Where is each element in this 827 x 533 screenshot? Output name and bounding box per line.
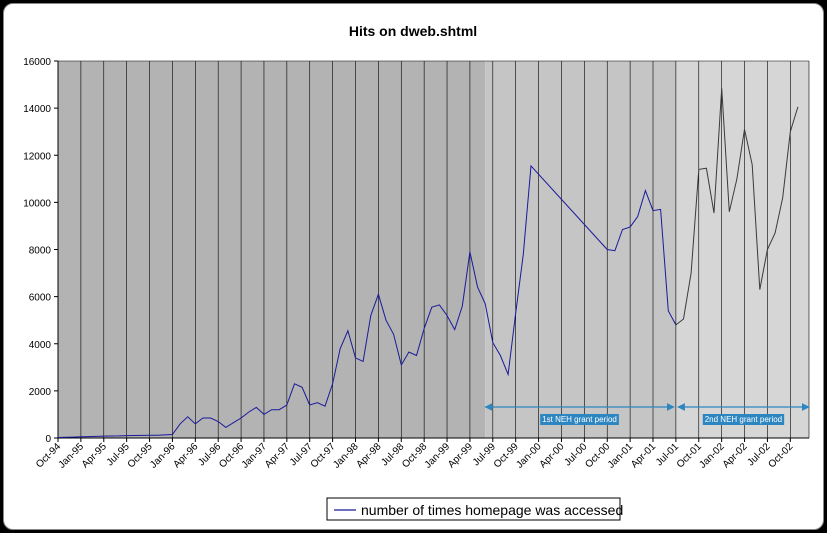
x-tick-label: Jan-01 <box>606 441 636 471</box>
y-tick-label: 14000 <box>23 104 51 115</box>
y-tick-label: 8000 <box>29 246 52 257</box>
x-tick-label: Apr-95 <box>80 441 109 470</box>
y-tick-label: 4000 <box>29 340 52 351</box>
x-tick-label: Jan-96 <box>148 441 178 471</box>
x-tick-label: Apr-96 <box>171 441 200 470</box>
legend-box <box>326 497 621 521</box>
x-tick-label: Jan-97 <box>240 441 270 471</box>
grant-period-label-bg <box>702 414 785 425</box>
legend: number of times homepage was accessed <box>326 497 623 521</box>
grant-period-label: 1st NEH grant period <box>542 415 617 424</box>
x-tick-label: Apr-97 <box>263 441 292 470</box>
chart-title: Hits on dweb.shtml <box>349 23 477 39</box>
y-tick-label: 6000 <box>29 293 52 304</box>
x-tick-label: Oct-02 <box>766 441 795 470</box>
x-tick-label: Jan-98 <box>331 441 361 471</box>
y-tick-label: 0 <box>45 434 51 445</box>
x-tick-label: Jan-99 <box>423 441 453 471</box>
shaded-region <box>485 61 676 438</box>
shaded-region <box>675 61 809 438</box>
grant-period-label-bg <box>540 414 619 425</box>
y-axis: 0 2000 4000 6000 8000 10000 12000 14000 16000 <box>23 57 58 445</box>
chart-frame: Hits on dweb.shtml 0 2000 4000 6000 8000 1000… <box>3 3 824 530</box>
y-tick-label: 16000 <box>23 57 51 68</box>
y-tick-label: 2000 <box>29 387 52 398</box>
x-tick-label: Jan-00 <box>514 441 544 471</box>
series-line <box>57 164 677 438</box>
x-tick-label: Apr-98 <box>355 441 384 470</box>
grant-period-label: 2nd NEH grant period <box>705 415 782 424</box>
x-tick-label: Apr-01 <box>629 441 658 470</box>
x-tick-label: Jan-02 <box>697 441 727 471</box>
shaded-region <box>58 61 486 438</box>
series-line <box>675 88 799 326</box>
x-tick-label: Apr-99 <box>446 441 475 470</box>
line-chart: Hits on dweb.shtml 0 2000 4000 6000 8000 1000… <box>23 23 810 521</box>
x-tick-label: Jan-95 <box>57 441 87 471</box>
x-tick-label: Apr-02 <box>721 441 750 470</box>
x-tick-label: Apr-00 <box>538 441 567 470</box>
y-tick-label: 12000 <box>23 151 51 162</box>
x-axis: Oct-94Jan-95Apr-95Jul-95Oct-95Jan-96Apr-… <box>34 438 796 471</box>
y-tick-label: 10000 <box>23 198 51 209</box>
series-lines <box>57 88 799 438</box>
legend-entry: number of times homepage was accessed <box>361 502 623 518</box>
plot-area <box>57 60 810 439</box>
annotations: 1st NEH grant period 2nd NEH grant period <box>484 403 810 425</box>
